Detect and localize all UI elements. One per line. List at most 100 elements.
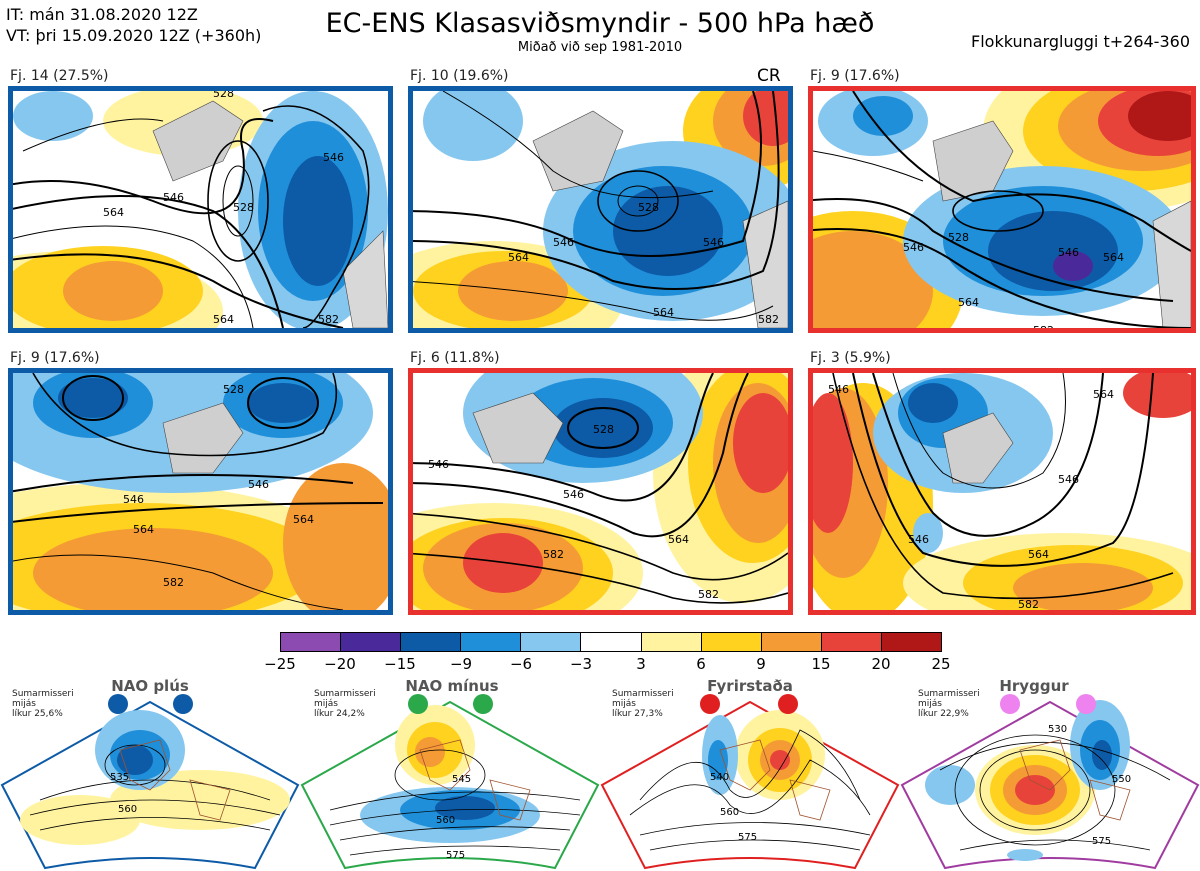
panel-5-label: Fj. 6 (11.8%) xyxy=(410,350,500,366)
cluster-map-3: 528 546 546 564 564 582 xyxy=(808,86,1196,333)
contour-label: 550 xyxy=(1112,774,1131,785)
contour-label: 546 xyxy=(123,493,144,506)
contour-label: 582 xyxy=(318,313,339,326)
colorbar-swatch xyxy=(281,633,342,651)
cluster-map-4: 528 546 546 564 564 582 xyxy=(8,368,393,615)
cluster-map-6: 546 546 546 564 564 582 xyxy=(808,368,1196,615)
panel-1-label: Fj. 14 (27.5%) xyxy=(10,68,109,84)
colorbar-tick: 6 xyxy=(696,655,706,673)
contour-label: 546 xyxy=(563,488,584,501)
regime-map-nao-plus: 535 560 xyxy=(0,694,300,870)
regime-info: Sumarmisseri mijás líkur 22,9% xyxy=(918,689,980,719)
contour-label: 575 xyxy=(738,832,757,843)
regime-title-blocking: Fyrirstaða xyxy=(707,677,793,695)
regime-info-line: Sumarmisseri xyxy=(12,689,74,699)
cluster-map-5: 528 546 546 564 582 582 xyxy=(408,368,793,615)
initial-time: IT: mán 31.08.2020 12Z xyxy=(6,5,198,24)
contour-label: 575 xyxy=(446,850,465,861)
regime-info-line: líkur 27,3% xyxy=(612,709,663,719)
contour-label: 564 xyxy=(668,533,689,546)
colorbar-tick: 15 xyxy=(811,655,831,673)
colorbar-tick: 9 xyxy=(756,655,766,673)
regime-map-nao-minus: 545 560 575 xyxy=(300,694,600,870)
panel-2-label: Fj. 10 (19.6%) xyxy=(410,68,509,84)
contour-label: 546 xyxy=(248,478,269,491)
regime-info: Sumarmisseri mijás líkur 24,2% xyxy=(314,689,376,719)
contour-label: 564 xyxy=(1093,388,1114,401)
colorbar-tick: −20 xyxy=(324,655,356,673)
contour-label: 546 xyxy=(703,236,724,249)
contour-label: 582 xyxy=(163,576,184,589)
panel-3-label: Fj. 9 (17.6%) xyxy=(810,68,900,84)
contour-label: 546 xyxy=(903,241,924,254)
regime-dot xyxy=(700,694,720,714)
regime-info-line: mijás xyxy=(314,699,338,709)
colorbar-tick: −15 xyxy=(384,655,416,673)
regime-map-blocking: 540 560 575 xyxy=(600,694,900,870)
panel-2-extra: CR xyxy=(757,66,781,86)
contour-label: 564 xyxy=(213,313,234,326)
contour-label: 560 xyxy=(118,804,137,815)
colorbar-tick: −3 xyxy=(569,655,593,673)
contour-label: 575 xyxy=(1092,836,1111,847)
contour-label: 528 xyxy=(638,201,659,214)
classification-window: Flokkunargluggi t+264-360 xyxy=(971,32,1190,51)
colorbar-swatch xyxy=(641,633,702,651)
regime-dot xyxy=(173,694,193,714)
header-times: IT: mán 31.08.2020 12Z VT: þri 15.09.202… xyxy=(6,4,261,46)
regime-info-line: líkur 22,9% xyxy=(918,709,969,719)
contour-label: 545 xyxy=(452,774,471,785)
colorbar-tick: 3 xyxy=(636,655,646,673)
colorbar-swatch xyxy=(701,633,762,651)
regime-dot xyxy=(473,694,493,714)
contour-label: 546 xyxy=(163,191,184,204)
contour-label: 582 xyxy=(543,548,564,561)
colorbar-tick: 20 xyxy=(871,655,891,673)
contour-label: 564 xyxy=(508,251,529,264)
page-subtitle: Miðað við sep 1981-2010 xyxy=(517,40,683,55)
contour-label: 560 xyxy=(720,807,739,818)
colorbar-swatch xyxy=(341,633,402,651)
contour-label: 540 xyxy=(710,772,729,783)
colorbar-tick: −25 xyxy=(264,655,296,673)
contour-label: 535 xyxy=(110,772,129,783)
cluster-map-1: 528 546 546 564 564 582 528 xyxy=(8,86,393,333)
regime-info-line: mijás xyxy=(612,699,636,709)
colorbar-tick: −6 xyxy=(509,655,533,673)
colorbar-tick: 25 xyxy=(931,655,951,673)
regime-dot xyxy=(778,694,798,714)
regime-info-line: mijás xyxy=(918,699,942,709)
contour-label: 546 xyxy=(1058,473,1079,486)
contour-label: 582 xyxy=(1033,324,1054,328)
regime-title-ridge: Hryggur xyxy=(999,677,1069,695)
regime-info: Sumarmisseri mijás líkur 27,3% xyxy=(612,689,674,719)
regime-info-line: Sumarmisseri xyxy=(612,689,674,699)
regime-dot xyxy=(108,694,128,714)
contour-label: 582 xyxy=(1018,598,1039,610)
regime-dot xyxy=(1000,694,1020,714)
contour-label: 582 xyxy=(698,588,719,601)
contour-label: 528 xyxy=(948,231,969,244)
colorbar-swatch xyxy=(881,633,942,651)
colorbar-swatch xyxy=(581,633,642,651)
regime-map-ridge: 530 550 575 xyxy=(900,694,1200,870)
contour-label: 582 xyxy=(758,313,779,326)
regime-title-nao-minus: NAO mínus xyxy=(405,677,499,695)
regime-info-line: Sumarmisseri xyxy=(918,689,980,699)
page-title: EC-ENS Klasasviðsmyndir - 500 hPa hæð xyxy=(325,8,875,39)
contour-label: 564 xyxy=(133,523,154,536)
regime-info: Sumarmisseri mijás líkur 25,6% xyxy=(12,689,74,719)
contour-label: 528 xyxy=(223,383,244,396)
contour-label: 546 xyxy=(908,533,929,546)
panel-4-label: Fj. 9 (17.6%) xyxy=(10,350,100,366)
regime-info-line: Sumarmisseri xyxy=(314,689,376,699)
contour-label: 564 xyxy=(958,296,979,309)
valid-time: VT: þri 15.09.2020 12Z (+360h) xyxy=(6,26,262,45)
contour-label: 564 xyxy=(1103,251,1124,264)
colorbar-swatch xyxy=(521,633,582,651)
contour-label: 528 xyxy=(593,423,614,436)
regime-info-line: líkur 24,2% xyxy=(314,709,365,719)
colorbar-swatch xyxy=(821,633,882,651)
regime-dot xyxy=(1076,694,1096,714)
panel-6-label: Fj. 3 (5.9%) xyxy=(810,350,891,366)
